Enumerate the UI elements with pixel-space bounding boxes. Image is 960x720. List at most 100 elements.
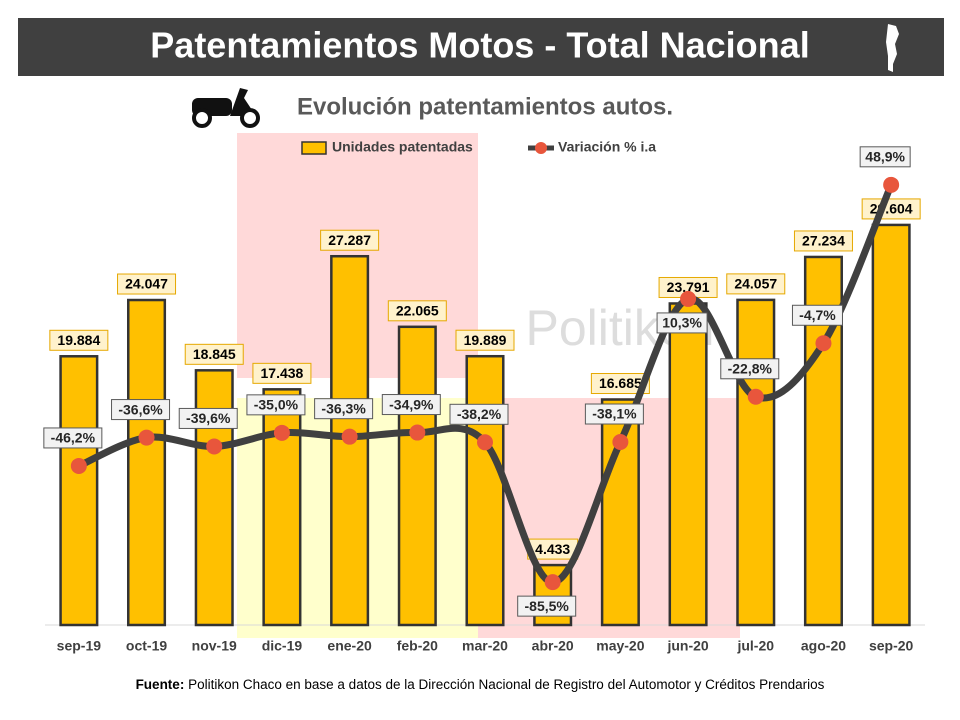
bar <box>465 354 505 627</box>
x-tick-label: abr-20 <box>532 638 574 654</box>
label-box <box>387 300 447 322</box>
line-value-label: -35,0% <box>254 397 299 413</box>
label-box <box>314 398 374 420</box>
label-box <box>184 343 244 365</box>
header-bar <box>18 18 944 76</box>
legend: Unidades patentadas Variación % i.a <box>301 139 656 155</box>
bar-value-label: 27.234 <box>802 233 845 249</box>
data-label-group: 17.438 <box>252 362 312 384</box>
source-text: Politikon Chaco en base a datos de la Di… <box>188 677 825 692</box>
line-value-label: -38,1% <box>592 406 637 422</box>
source-label: Fuente: <box>136 677 185 692</box>
label-box <box>859 146 911 168</box>
data-label-group: 24.047 <box>117 273 177 295</box>
x-tick-label: sep-19 <box>57 638 102 654</box>
line-marker <box>544 574 561 591</box>
data-label-group: -36,3% <box>314 398 374 420</box>
data-label-group: -46,2% <box>43 427 103 449</box>
legend-marker <box>535 142 547 154</box>
line-marker <box>341 428 358 445</box>
label-box <box>252 362 312 384</box>
label-box <box>720 358 780 380</box>
x-tick-label: mar-20 <box>462 638 508 654</box>
line-value-label: -22,8% <box>728 360 773 376</box>
bar <box>127 298 167 627</box>
label-box <box>117 273 177 295</box>
x-tick-label: nov-19 <box>192 638 237 654</box>
label-box <box>584 403 644 425</box>
bar <box>736 298 776 627</box>
label-box <box>43 427 103 449</box>
x-tick-label: sep-20 <box>869 638 914 654</box>
x-tick-label: oct-19 <box>126 638 167 654</box>
x-tick-label: dic-19 <box>262 638 303 654</box>
bar-value-label: 24.047 <box>125 276 168 292</box>
label-box <box>590 373 650 395</box>
source: Fuente: Politikon Chaco en base a datos … <box>136 677 825 692</box>
bar-value-label: 23.791 <box>667 279 710 295</box>
line-value-label: 48,9% <box>865 149 905 165</box>
label-box <box>111 399 171 421</box>
line-value-label: -39,6% <box>186 410 231 426</box>
line-marker <box>680 290 697 307</box>
bar-value-label: 22.065 <box>396 303 439 319</box>
line-marker <box>70 457 87 474</box>
data-label-group: 10,3% <box>656 312 708 334</box>
bar-value-label: 16.685 <box>599 375 642 391</box>
bar-value-label: 24.057 <box>734 276 777 292</box>
data-label-group: -39,6% <box>178 407 238 429</box>
data-label-group: 27.287 <box>320 229 380 251</box>
line-value-label: -85,5% <box>525 598 570 614</box>
line-marker <box>206 438 223 455</box>
data-label-group: 23.791 <box>658 276 718 298</box>
data-label-group: 29.604 <box>861 198 921 220</box>
bar-value-label: 17.438 <box>261 365 304 381</box>
line-value-label: -38,2% <box>457 406 502 422</box>
line-value-label: 10,3% <box>662 315 702 331</box>
label-box <box>726 273 786 295</box>
line-marker <box>883 176 900 193</box>
label-box <box>381 394 441 416</box>
line-marker <box>273 424 290 441</box>
legend-label: Variación % i.a <box>558 139 656 155</box>
line-value-label: -36,3% <box>321 400 366 416</box>
line-value-label: -46,2% <box>51 430 96 446</box>
moto-icon <box>192 88 260 128</box>
line-marker <box>409 424 426 441</box>
x-tick-label: jul-20 <box>736 638 774 654</box>
bar-value-label: 27.287 <box>328 232 371 248</box>
data-label-group: -38,1% <box>584 403 644 425</box>
label-box <box>449 403 509 425</box>
bar-value-label: 18.845 <box>193 346 236 362</box>
line-marker <box>138 429 155 446</box>
line-marker <box>612 434 629 451</box>
label-box <box>656 312 708 334</box>
bar <box>600 398 640 627</box>
line-value-label: -4,7% <box>799 307 836 323</box>
header-title: Patentamientos Motos - Total Nacional <box>150 25 809 66</box>
x-tick-label: jun-20 <box>666 638 708 654</box>
label-box <box>517 595 577 617</box>
bar <box>397 325 437 627</box>
data-label-group: 24.057 <box>726 273 786 295</box>
data-label-group: 27.234 <box>793 230 853 252</box>
line-marker <box>747 388 764 405</box>
data-label-group: -34,9% <box>381 394 441 416</box>
data-label-group: 18.845 <box>184 343 244 365</box>
bar <box>59 355 99 627</box>
label-box <box>320 229 380 251</box>
data-label-group: 22.065 <box>387 300 447 322</box>
data-label-group: -22,8% <box>720 358 780 380</box>
map-icon <box>886 24 899 72</box>
label-box <box>455 329 515 351</box>
data-label-group: -85,5% <box>517 595 577 617</box>
data-label-group: -35,0% <box>246 394 306 416</box>
bar-value-label: 19.889 <box>464 332 507 348</box>
x-tick-label: ene-20 <box>327 638 372 654</box>
line-marker <box>477 434 493 451</box>
data-label-group: -4,7% <box>791 304 843 326</box>
line-marker <box>815 335 832 352</box>
x-tick-label: ago-20 <box>801 638 846 654</box>
bar-value-label: 4.433 <box>535 541 570 557</box>
